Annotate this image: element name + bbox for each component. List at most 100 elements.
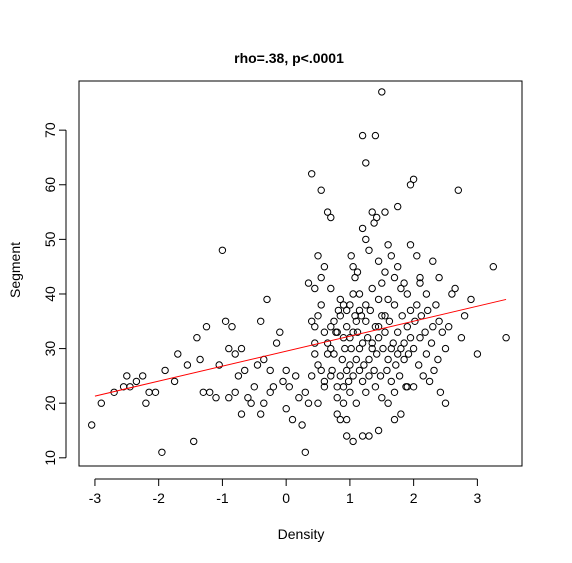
data-point	[421, 328, 429, 336]
data-point	[457, 334, 466, 342]
data-point	[349, 437, 357, 446]
data-point	[366, 306, 374, 315]
data-point	[425, 377, 434, 386]
data-point	[228, 323, 236, 331]
data-point	[349, 372, 357, 380]
data-point	[403, 290, 411, 298]
data-point	[394, 350, 402, 358]
data-point	[314, 361, 322, 369]
fit-line-layer	[94, 298, 507, 397]
data-point	[170, 377, 179, 386]
data-point	[409, 383, 418, 391]
data-point	[416, 273, 424, 282]
data-point	[429, 323, 437, 331]
data-point	[244, 394, 252, 402]
data-point	[320, 328, 329, 336]
data-point	[365, 432, 373, 440]
data-point	[397, 410, 405, 418]
data-point	[406, 306, 415, 315]
data-point	[384, 399, 392, 407]
data-point	[231, 388, 239, 396]
data-point	[88, 421, 96, 429]
data-point	[225, 344, 233, 353]
data-point	[311, 284, 319, 293]
data-point	[276, 328, 284, 336]
data-point	[323, 339, 332, 347]
data-point	[374, 334, 383, 342]
data-point	[362, 317, 370, 325]
data-point	[352, 399, 360, 407]
y-tick-label: 10	[42, 450, 58, 466]
data-point	[339, 399, 348, 407]
data-point	[370, 366, 378, 375]
data-point	[383, 366, 391, 375]
data-point	[215, 361, 223, 369]
data-point	[362, 235, 370, 244]
data-point	[308, 170, 316, 178]
data-point	[378, 312, 386, 320]
data-point	[489, 263, 497, 271]
data-point	[371, 131, 380, 140]
data-point	[376, 372, 385, 380]
data-point	[234, 372, 243, 380]
data-point	[384, 295, 392, 304]
data-point	[237, 410, 246, 418]
data-point	[364, 334, 372, 342]
data-point	[193, 334, 201, 342]
data-point	[199, 388, 208, 396]
data-point	[445, 323, 453, 331]
data-point	[392, 361, 400, 369]
data-point	[347, 344, 355, 353]
data-point	[301, 388, 309, 396]
data-point	[406, 181, 415, 189]
data-point	[311, 339, 319, 347]
data-point	[368, 284, 376, 293]
data-point	[343, 306, 351, 315]
data-point	[145, 388, 153, 396]
data-point	[427, 339, 436, 347]
data-point	[327, 284, 335, 293]
data-point	[397, 344, 405, 353]
data-point	[365, 355, 373, 364]
y-tick-label: 20	[42, 395, 58, 411]
data-point	[400, 339, 408, 347]
data-point	[343, 432, 351, 440]
data-point	[374, 257, 383, 265]
data-point	[390, 415, 399, 424]
data-point	[301, 448, 309, 456]
data-point	[413, 252, 421, 260]
data-point	[454, 186, 462, 194]
data-point	[336, 372, 344, 380]
data-point	[358, 131, 367, 140]
data-point	[320, 383, 329, 391]
data-point	[269, 383, 278, 391]
data-point	[282, 366, 290, 375]
data-point	[451, 284, 459, 293]
data-point	[434, 355, 442, 364]
data-point	[358, 377, 367, 386]
data-point	[384, 241, 392, 249]
data-point	[360, 361, 368, 369]
data-point	[225, 394, 233, 402]
data-point	[381, 328, 389, 336]
data-point	[435, 273, 443, 282]
data-point	[390, 301, 399, 309]
data-point	[415, 361, 423, 369]
data-point	[438, 328, 446, 336]
data-point	[308, 372, 316, 380]
data-point	[323, 350, 332, 358]
data-point	[330, 317, 338, 325]
data-point	[183, 361, 192, 369]
data-point	[304, 279, 313, 287]
data-point	[190, 437, 198, 446]
data-point	[344, 377, 353, 386]
x-tick-label: -2	[152, 490, 165, 506]
data-point	[343, 366, 351, 375]
data-point	[394, 202, 402, 211]
data-point	[132, 377, 141, 386]
data-point	[317, 273, 325, 282]
data-point	[349, 263, 357, 271]
data-point	[394, 328, 402, 336]
data-point	[387, 252, 395, 260]
